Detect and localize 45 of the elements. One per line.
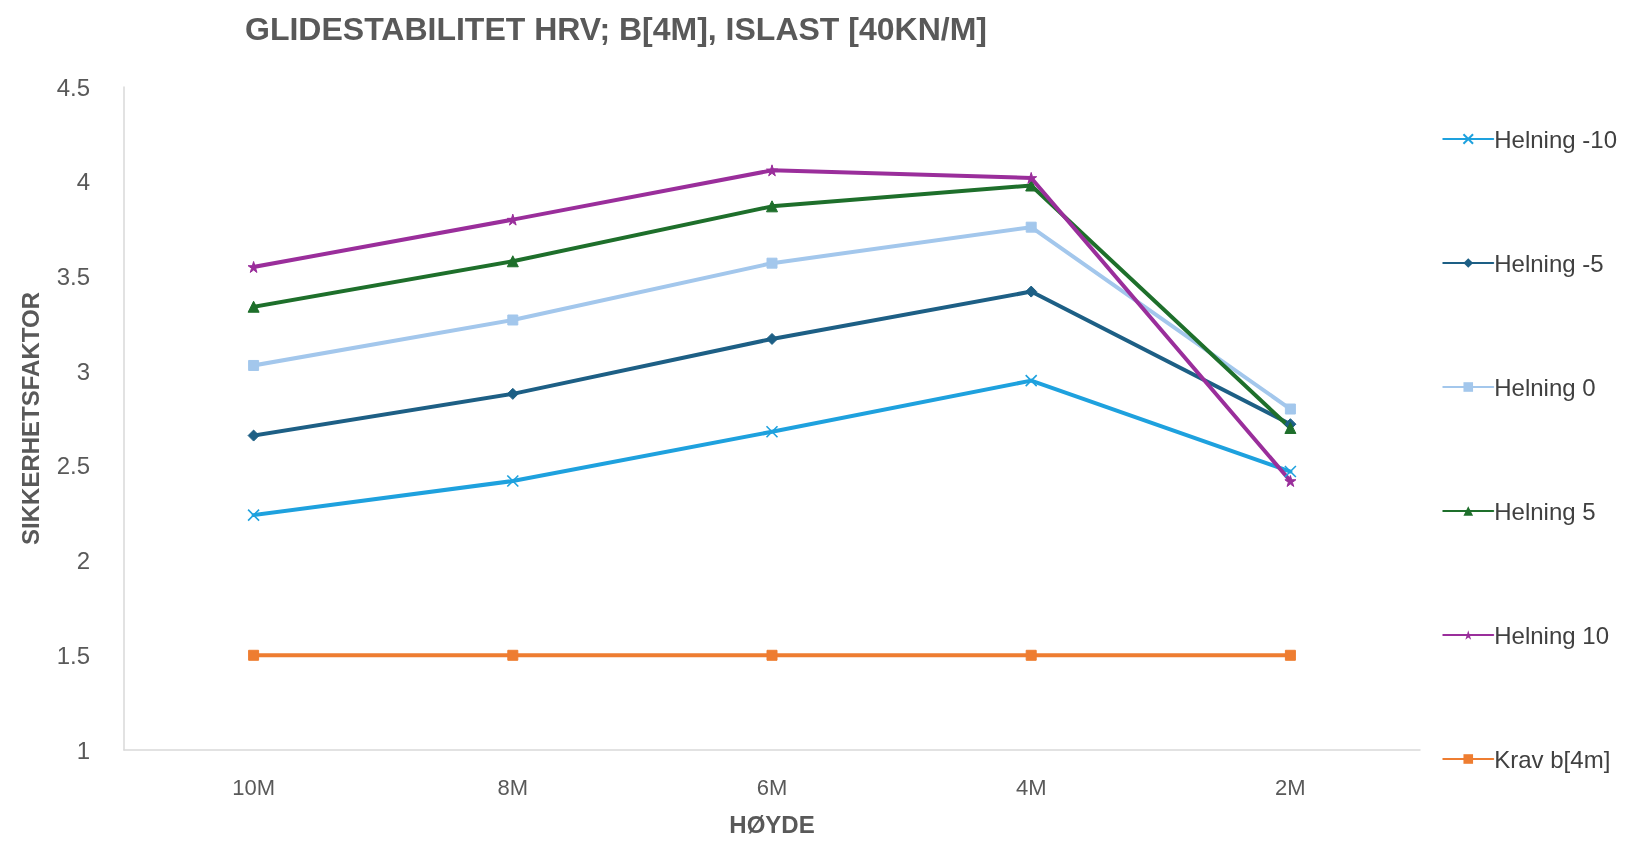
point xyxy=(1284,465,1297,478)
x-tick-label: 4M xyxy=(1015,774,1047,800)
point xyxy=(766,164,778,177)
x-tick-label: 2M xyxy=(1275,774,1306,800)
point xyxy=(766,332,778,345)
legend-label: Helning 5 xyxy=(1494,497,1596,525)
y-tick-label: 2.5 xyxy=(56,452,90,480)
x-axis-title: HØYDE xyxy=(729,810,815,838)
point xyxy=(1025,221,1037,233)
point xyxy=(247,300,260,313)
point xyxy=(1024,374,1038,387)
point xyxy=(507,314,519,326)
point xyxy=(247,429,260,442)
x-tick-label: 10M xyxy=(232,774,275,800)
legend-label: Helning 10 xyxy=(1494,621,1610,649)
legend-label: Helning -5 xyxy=(1494,249,1604,277)
y-tick-label: 4.5 xyxy=(56,73,90,101)
point xyxy=(766,200,778,213)
point xyxy=(765,425,779,439)
point xyxy=(247,508,260,522)
point xyxy=(1025,649,1037,661)
point xyxy=(1025,285,1038,298)
y-tick-label: 1 xyxy=(76,736,90,764)
y-tick-label: 4 xyxy=(76,168,90,196)
point xyxy=(506,474,520,488)
point xyxy=(248,359,260,371)
x-tick-label: 8M xyxy=(497,774,529,800)
x-tick-label: 6M xyxy=(756,774,788,800)
legend-label: Helning -10 xyxy=(1494,125,1618,153)
point xyxy=(1284,475,1297,488)
point xyxy=(248,649,260,661)
y-tick-label: 1.5 xyxy=(56,641,90,669)
point xyxy=(766,257,778,269)
legend-label: Helning 0 xyxy=(1494,373,1596,401)
point xyxy=(1284,403,1296,415)
y-tick-label: 2 xyxy=(76,547,90,575)
y-tick-label: 3.5 xyxy=(56,262,90,290)
y-axis-title: SIKKERHETSFAKTOR xyxy=(16,292,44,545)
point xyxy=(1284,649,1296,661)
legend-label: Krav b[4m] xyxy=(1494,745,1611,773)
point xyxy=(506,255,519,268)
point xyxy=(766,649,778,661)
y-tick-label: 3 xyxy=(76,357,90,385)
point xyxy=(507,649,519,661)
chart-title: GLIDESTABILITET HRV; B[4M], ISLAST [40KN/M] xyxy=(245,11,987,47)
